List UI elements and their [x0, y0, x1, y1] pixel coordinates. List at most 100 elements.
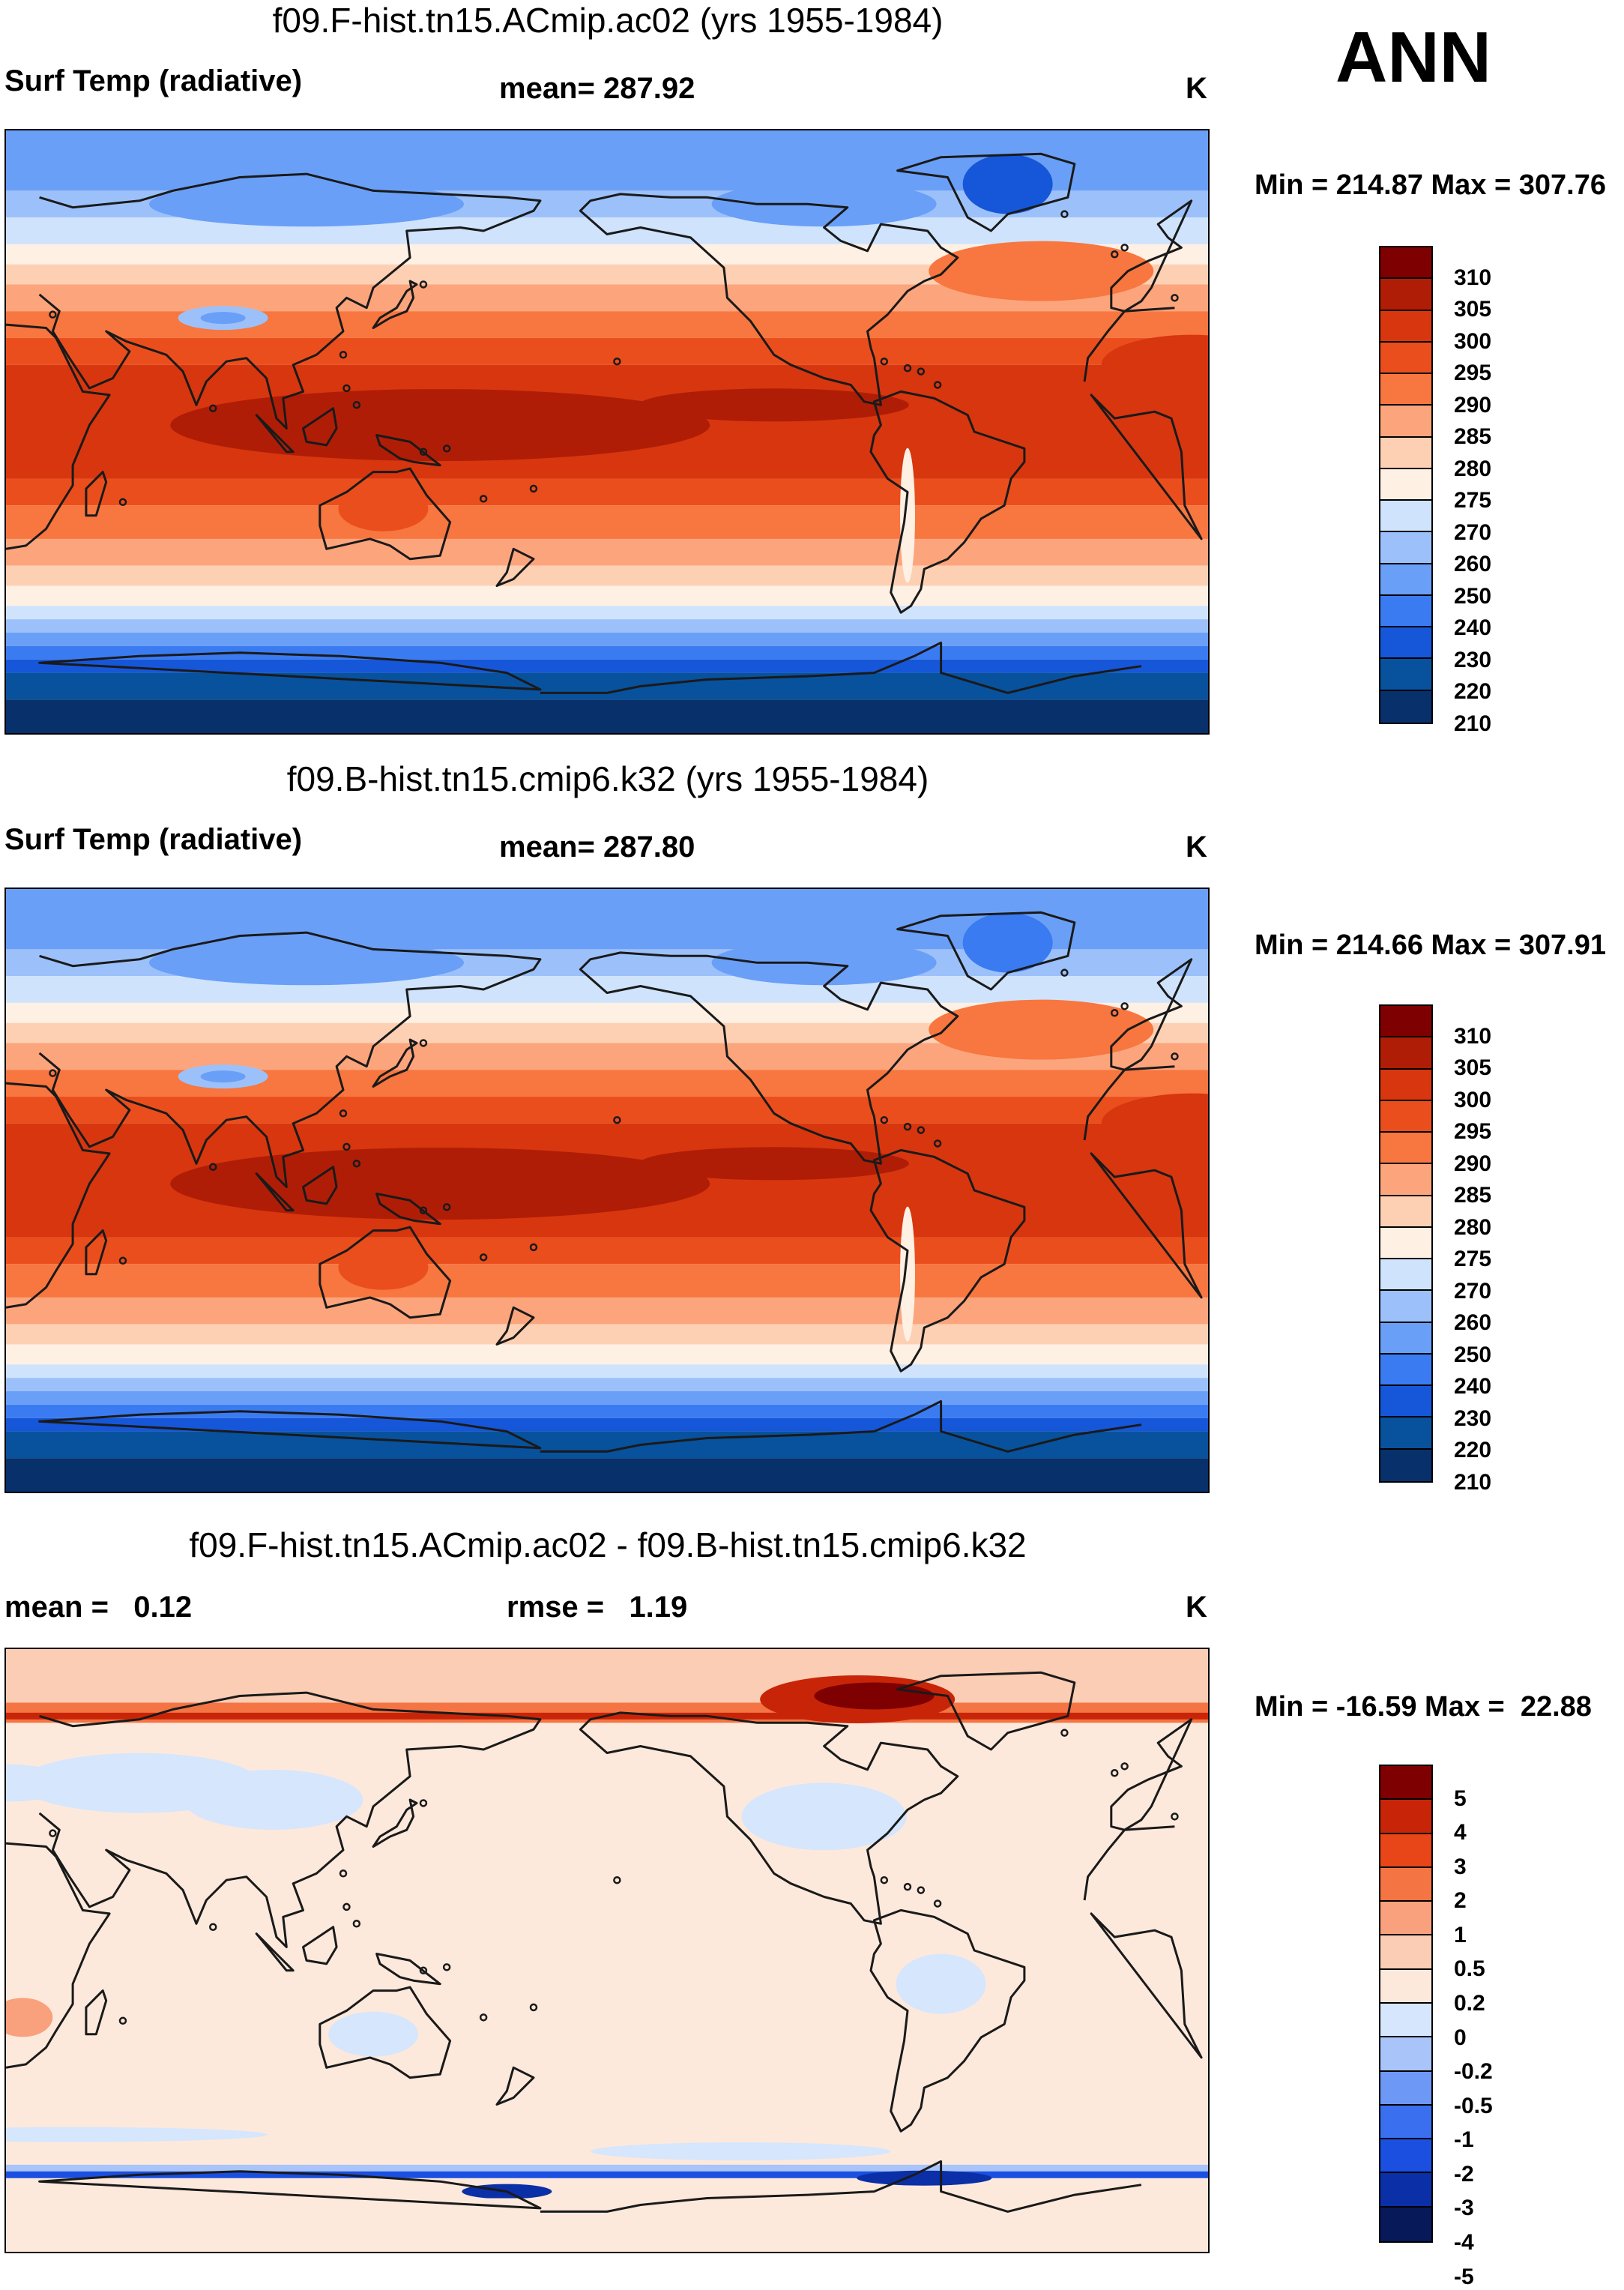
colorbar-tick-label: 295 [1454, 1119, 1492, 1145]
colorbar-tick-label: 260 [1454, 1310, 1492, 1336]
island [339, 1869, 348, 1878]
diff-background [6, 1649, 1208, 2252]
island [1110, 1769, 1119, 1777]
island [342, 1902, 351, 1911]
island [419, 1799, 428, 1807]
colorbar-swatch [1380, 437, 1431, 469]
island [613, 1875, 621, 1884]
colorbar-tick-label: -1 [1454, 2127, 1474, 2153]
island [933, 381, 942, 389]
tibet-cold [200, 1070, 246, 1083]
colorbar-tick-label: 250 [1454, 583, 1492, 609]
island [118, 1256, 127, 1265]
colorbar-tick-label: -0.2 [1454, 2059, 1493, 2085]
andes-cool [900, 448, 915, 583]
island [208, 1163, 217, 1171]
island [49, 1069, 57, 1077]
coastline [869, 1148, 1026, 1373]
colorbar-swatch [1380, 1069, 1431, 1101]
andes-cool [900, 1206, 915, 1342]
colorbar-tick-label: 210 [1454, 711, 1492, 736]
panel-2-units: K [1186, 831, 1207, 864]
island [880, 357, 889, 366]
hot-land [1101, 334, 1208, 395]
cool-anomaly [328, 2011, 419, 2057]
coastline [319, 467, 452, 561]
colorbar-swatch [1380, 1766, 1431, 1801]
island [419, 1206, 428, 1215]
island [118, 498, 127, 507]
gulf-stream [929, 241, 1154, 301]
colorbar-tick-label: 310 [1454, 265, 1492, 290]
panel-1-title: f09.F-hist.tn15.ACmip.ac02 (yrs 1955-198… [272, 1, 944, 40]
temp-band [6, 633, 1208, 646]
island [529, 1243, 538, 1252]
colorbar-tick-label: 0.2 [1454, 1991, 1485, 2016]
island [903, 364, 912, 373]
colorbar-tick-label: 5 [1454, 1786, 1467, 1811]
panel-2-colorbar [1379, 1004, 1433, 1483]
panel-3-title: f09.F-hist.tn15.ACmip.ac02 - f09.B-hist.… [189, 1525, 1027, 1564]
antarctic-interior [6, 2198, 1208, 2252]
colorbar-swatch [1380, 1417, 1431, 1450]
colorbar-tick-label: 270 [1454, 1278, 1492, 1304]
island [479, 2013, 488, 2022]
tibet-cold [200, 312, 246, 325]
colorbar-tick-label: 230 [1454, 1405, 1492, 1431]
colorbar-tick-label: 0.5 [1454, 1956, 1485, 1982]
colorbar-tick-label: 280 [1454, 1214, 1492, 1240]
colorbar-tick-label: -2 [1454, 2161, 1474, 2187]
colorbar-tick-label: 310 [1454, 1023, 1492, 1049]
colorbar-swatch [1380, 690, 1431, 723]
colorbar-tick-label: 300 [1454, 1087, 1492, 1112]
colorbar-swatch [1380, 406, 1431, 438]
colorbar-tick-label: 285 [1454, 1183, 1492, 1208]
colorbar-swatch [1380, 1969, 1431, 2004]
island [479, 495, 488, 503]
island [1120, 244, 1129, 252]
warm-anomaly [6, 1998, 53, 2037]
island [419, 280, 428, 289]
colorbar-tick-label: 295 [1454, 361, 1492, 386]
colorbar-tick-label: 240 [1454, 1374, 1492, 1399]
colorbar-swatch [1380, 1867, 1431, 1902]
colorbar-swatch [1380, 1354, 1431, 1387]
temp-band [6, 976, 1208, 1003]
greenland-cold [962, 154, 1053, 214]
colorbar-tick-label: 240 [1454, 615, 1492, 641]
colorbar-swatch [1380, 2173, 1431, 2208]
coastline [302, 1926, 338, 1965]
antarctic-anomaly [857, 2170, 992, 2186]
panel-2-map-svg [6, 889, 1208, 1492]
coastline [372, 1798, 418, 1848]
island [903, 1122, 912, 1131]
colorbar-swatch [1380, 1800, 1431, 1834]
island [352, 1920, 361, 1928]
coastline [6, 1825, 1203, 2069]
colorbar-swatch [1380, 247, 1431, 280]
colorbar-swatch [1380, 2139, 1431, 2174]
colorbar-swatch [1380, 342, 1431, 375]
colorbar-swatch [1380, 1196, 1431, 1228]
panel-2-mean: mean= 287.80 [499, 831, 695, 864]
coastline [896, 911, 1076, 991]
panel-3-minmax: Min = -16.59 Max = 22.88 [1255, 1691, 1592, 1723]
island [352, 1160, 361, 1168]
cold-region [711, 181, 937, 227]
island [442, 1203, 451, 1211]
colorbar-tick-label: 4 [1454, 1820, 1467, 1845]
island [419, 1966, 428, 1975]
island [1060, 1729, 1069, 1737]
warm-pool [639, 388, 909, 422]
island [933, 1899, 942, 1908]
coastline [255, 1172, 295, 1212]
colorbar-swatch [1380, 1006, 1431, 1038]
colorbar-tick-label: -3 [1454, 2196, 1474, 2221]
coastline [302, 407, 338, 447]
coastline [896, 1671, 1076, 1751]
panel-3-map-svg [6, 1649, 1208, 2252]
colorbar-swatch [1380, 2207, 1431, 2241]
colorbar-tick-label: 305 [1454, 1055, 1492, 1081]
island [1120, 1762, 1129, 1771]
coastline [38, 2160, 1142, 2213]
